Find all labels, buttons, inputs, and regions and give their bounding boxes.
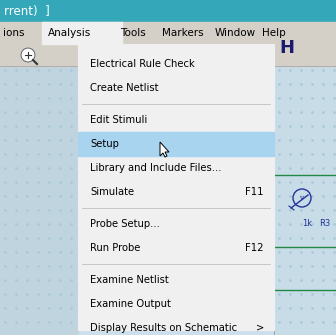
- Bar: [42, 22, 122, 44]
- Text: >: >: [256, 323, 264, 333]
- Bar: [0, 44, 78, 335]
- Bar: [78, 132, 274, 156]
- Bar: [0, 44, 336, 66]
- Text: H: H: [279, 39, 294, 57]
- Bar: [0, 0, 336, 22]
- Bar: [274, 44, 336, 335]
- Text: Analysis: Analysis: [48, 28, 91, 38]
- Circle shape: [21, 48, 35, 62]
- Text: Simulate: Simulate: [90, 187, 134, 197]
- Polygon shape: [160, 142, 169, 157]
- Text: Display Results on Schematic: Display Results on Schematic: [90, 323, 237, 333]
- Text: F12: F12: [246, 243, 264, 253]
- Text: Setup: Setup: [90, 139, 119, 149]
- Text: Run Probe: Run Probe: [90, 243, 140, 253]
- Text: ions: ions: [3, 28, 25, 38]
- Text: R3: R3: [319, 218, 330, 227]
- Bar: [78, 44, 274, 330]
- Text: Probe Setup...: Probe Setup...: [90, 219, 160, 229]
- Text: F11: F11: [246, 187, 264, 197]
- Text: Library and Include Files...: Library and Include Files...: [90, 163, 221, 173]
- Text: Window: Window: [215, 28, 256, 38]
- Text: Examine Netlist: Examine Netlist: [90, 275, 169, 285]
- Text: Electrical Rule Check: Electrical Rule Check: [90, 59, 195, 69]
- Bar: [0, 22, 336, 44]
- Text: v: v: [300, 195, 304, 201]
- Text: 1k: 1k: [302, 218, 312, 227]
- Text: Examine Output: Examine Output: [90, 299, 171, 309]
- Text: Edit Stimuli: Edit Stimuli: [90, 115, 147, 125]
- Text: Help: Help: [262, 28, 286, 38]
- Text: Create Netlist: Create Netlist: [90, 83, 159, 93]
- Text: Tools: Tools: [120, 28, 146, 38]
- Text: Markers: Markers: [162, 28, 204, 38]
- Text: rrent)  ]: rrent) ]: [4, 4, 50, 17]
